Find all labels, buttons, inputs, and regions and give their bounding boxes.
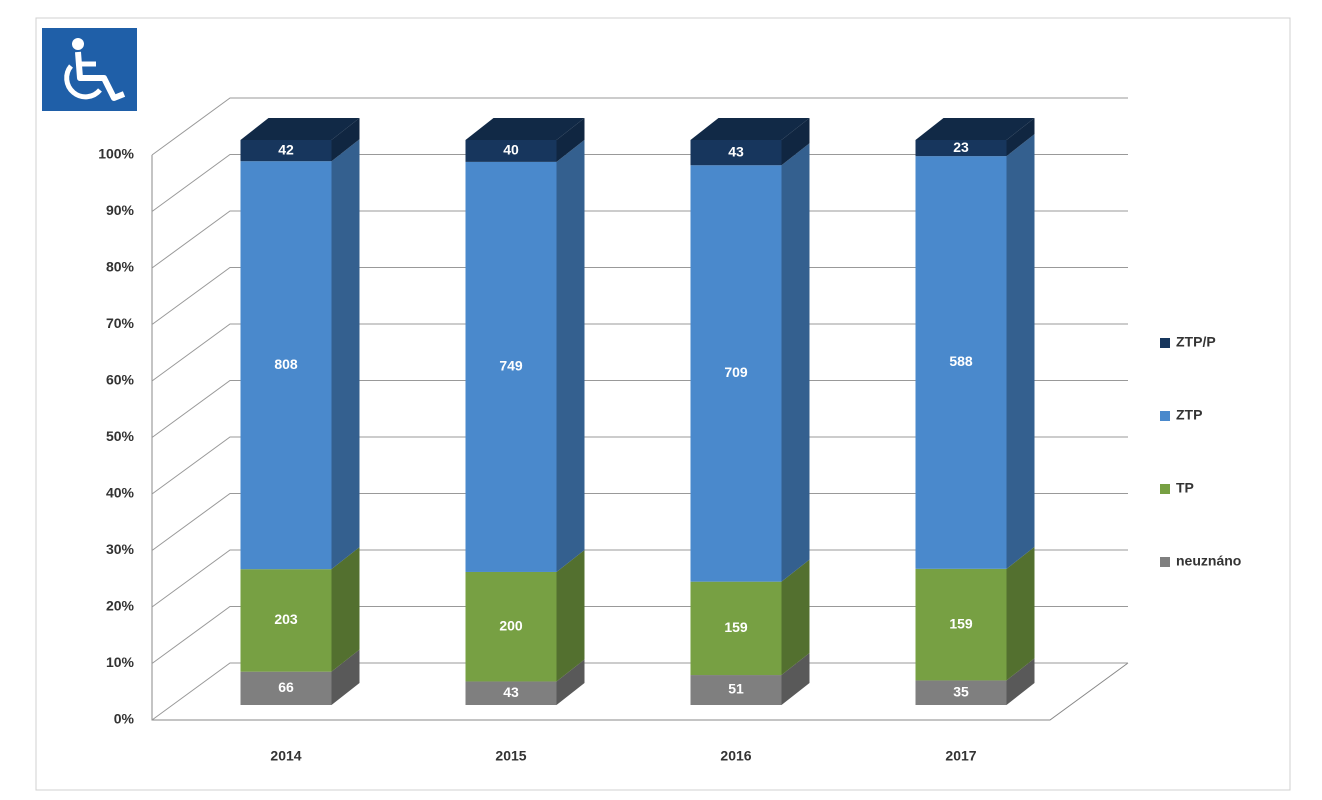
value-label: 749 xyxy=(499,358,523,374)
y-tick-label: 90% xyxy=(106,202,135,218)
wheelchair-icon xyxy=(42,28,137,111)
bar-top xyxy=(690,118,810,140)
bar-top xyxy=(240,118,360,140)
value-label: 51 xyxy=(728,681,744,697)
bar xyxy=(690,581,782,676)
x-tick-label: 2015 xyxy=(495,748,526,764)
bar xyxy=(240,140,332,162)
value-label: 808 xyxy=(274,356,298,372)
legend-label: ZTP xyxy=(1176,407,1202,423)
y-tick-label: 50% xyxy=(106,428,135,444)
bar xyxy=(465,140,557,162)
chart-frame xyxy=(35,17,1291,791)
bar-side xyxy=(781,653,810,705)
bar-top xyxy=(915,118,1035,140)
bar-side xyxy=(781,143,810,582)
value-label: 200 xyxy=(499,617,523,633)
bar-side xyxy=(1006,546,1035,681)
grid-line xyxy=(151,493,1128,551)
y-tick-label: 100% xyxy=(98,146,134,162)
value-label: 40 xyxy=(503,142,519,158)
grid-line xyxy=(151,97,1128,156)
legend-swatch xyxy=(1160,557,1170,567)
x-tick-label: 2014 xyxy=(270,748,301,764)
bar-side xyxy=(556,549,585,682)
grid-line xyxy=(151,154,1128,212)
bar xyxy=(915,680,1007,705)
bar xyxy=(465,161,557,572)
y-tick-label: 10% xyxy=(106,654,135,670)
bar xyxy=(240,569,332,672)
bar-side xyxy=(556,118,585,162)
grid-line xyxy=(151,210,1128,269)
bar xyxy=(690,165,782,582)
bar xyxy=(465,681,557,705)
bar-side xyxy=(556,659,585,705)
bar xyxy=(240,671,332,705)
y-tick-label: 60% xyxy=(106,372,135,388)
grid-line xyxy=(151,267,1128,325)
bar-side xyxy=(781,559,810,676)
bar xyxy=(690,675,782,705)
bar-side xyxy=(556,139,585,572)
legend-swatch xyxy=(1160,411,1170,421)
value-label: 23 xyxy=(953,139,969,155)
grid-line xyxy=(151,662,1128,721)
bar-side xyxy=(1006,134,1035,569)
value-label: 35 xyxy=(953,683,969,699)
bar-side xyxy=(331,649,360,705)
legend-swatch xyxy=(1160,484,1170,494)
y-tick-label: 80% xyxy=(106,259,135,275)
y-tick-label: 30% xyxy=(106,541,135,557)
bar xyxy=(915,568,1007,681)
legend-label: TP xyxy=(1176,480,1194,496)
y-tick-label: 0% xyxy=(114,711,135,727)
grid-line xyxy=(151,606,1128,664)
bar xyxy=(915,156,1007,569)
bar-side xyxy=(1006,118,1035,157)
x-tick-label: 2017 xyxy=(945,748,976,764)
bar-side xyxy=(331,547,360,672)
y-tick-label: 70% xyxy=(106,315,135,331)
bar-side xyxy=(1006,658,1035,705)
legend-label: ZTP/P xyxy=(1176,334,1216,350)
bar xyxy=(690,140,782,166)
value-label: 709 xyxy=(724,364,748,380)
bar xyxy=(240,161,332,570)
value-label: 159 xyxy=(724,619,748,635)
grid-line xyxy=(151,380,1128,438)
grid-line xyxy=(151,549,1128,608)
value-label: 203 xyxy=(274,611,298,627)
value-label: 43 xyxy=(503,684,519,700)
bar-top xyxy=(465,118,585,140)
grid-line xyxy=(151,436,1128,495)
bar-side xyxy=(781,118,810,166)
x-tick-label: 2016 xyxy=(720,748,751,764)
value-label: 66 xyxy=(278,679,294,695)
value-label: 42 xyxy=(278,141,294,157)
value-label: 43 xyxy=(728,143,744,159)
bar xyxy=(915,140,1007,157)
grid-line xyxy=(151,323,1128,382)
bar-side xyxy=(331,118,360,162)
y-tick-label: 40% xyxy=(106,485,135,501)
value-label: 159 xyxy=(949,615,973,631)
legend-label: neuznáno xyxy=(1176,553,1241,569)
y-tick-label: 20% xyxy=(106,598,135,614)
value-label: 588 xyxy=(949,353,973,369)
bar xyxy=(465,571,557,682)
legend-swatch xyxy=(1160,338,1170,348)
bar-side xyxy=(331,139,360,570)
